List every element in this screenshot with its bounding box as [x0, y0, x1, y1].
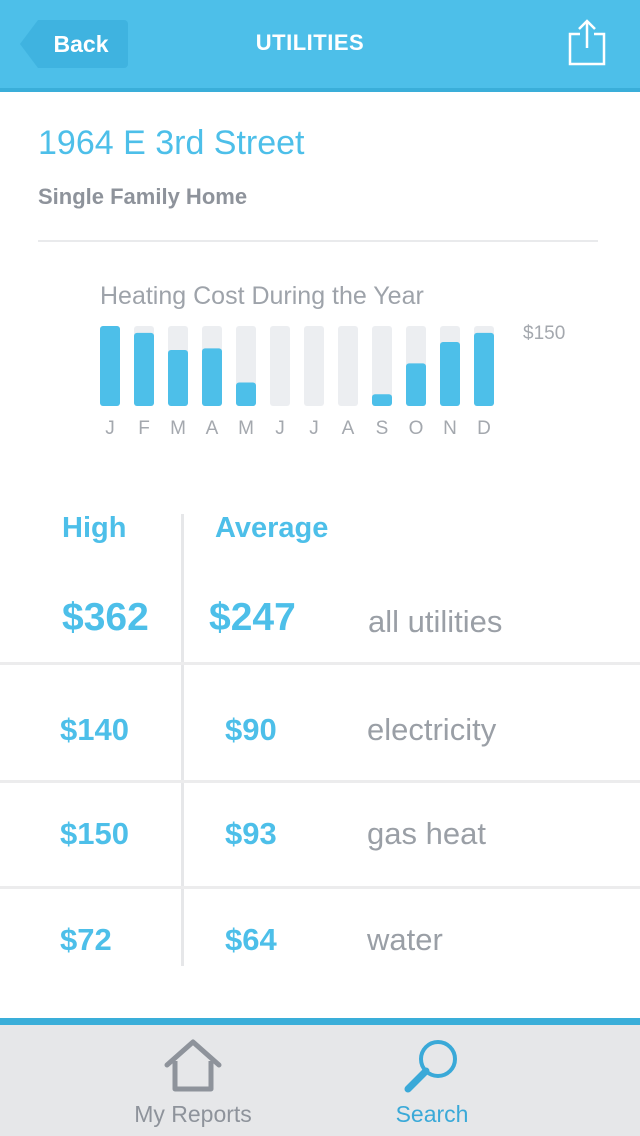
- chart-month-label: M: [238, 418, 254, 439]
- chart-bar: [406, 363, 426, 406]
- high-value: $72: [60, 922, 112, 957]
- chart-bar: [236, 382, 256, 406]
- chart-bar-track: [338, 326, 358, 406]
- chart-bar-track: [270, 326, 290, 406]
- chart-bar: [134, 332, 154, 406]
- chart-month-label: M: [170, 418, 186, 439]
- chart-bar-track: [372, 326, 392, 406]
- chart-bar: [474, 332, 494, 406]
- chart-title: Heating Cost During the Year: [100, 282, 424, 310]
- app-header: Back UTILITIES: [0, 0, 640, 92]
- nav-search[interactable]: Search: [272, 1025, 592, 1136]
- share-icon: [568, 19, 606, 66]
- average-value: $93: [225, 816, 277, 851]
- nav-search-label: Search: [395, 1101, 469, 1127]
- chart-month-label: A: [342, 418, 355, 439]
- nav-my-reports[interactable]: My Reports: [33, 1025, 353, 1136]
- chart-month-label: J: [105, 418, 115, 439]
- back-button[interactable]: Back: [20, 20, 128, 68]
- chart-month-label: J: [275, 418, 285, 439]
- utility-label: electricity: [367, 712, 497, 747]
- chart-month-label: S: [376, 418, 389, 439]
- utility-label: water: [367, 922, 443, 957]
- chart-month-label: J: [309, 418, 319, 439]
- chart-month-label: D: [477, 418, 491, 439]
- column-divider: [181, 514, 184, 966]
- chart-bar: [100, 326, 120, 406]
- average-value: $64: [225, 922, 277, 957]
- chart-bar: [202, 348, 222, 406]
- row-divider: [0, 662, 640, 665]
- chart-bar: [168, 350, 188, 406]
- house-icon: [164, 1039, 222, 1092]
- chart-month-label: F: [138, 418, 150, 439]
- nav-my-reports-label: My Reports: [134, 1101, 252, 1127]
- column-header-high: High: [62, 512, 127, 544]
- share-button[interactable]: [566, 18, 608, 68]
- total-label: all utilities: [368, 604, 503, 639]
- property-type: Single Family Home: [38, 184, 248, 209]
- utility-label: gas heat: [367, 816, 486, 851]
- divider: [38, 240, 598, 242]
- high-value: $140: [60, 712, 129, 747]
- row-divider: [0, 886, 640, 889]
- total-average-value: $247: [209, 596, 296, 639]
- chart-bar-track: [304, 326, 324, 406]
- column-header-average: Average: [215, 512, 329, 544]
- chart-max-label: $150: [523, 323, 566, 344]
- magnifier-icon: [404, 1040, 457, 1093]
- high-value: $150: [60, 816, 129, 851]
- average-value: $90: [225, 712, 277, 747]
- chart-month-label: N: [443, 418, 457, 439]
- chart-bar: [372, 394, 392, 406]
- total-high-value: $362: [62, 596, 149, 639]
- bottom-nav: My Reports Search: [0, 1018, 640, 1136]
- chart-month-label: O: [409, 418, 424, 439]
- chart-bar: [440, 342, 460, 406]
- page-title: UTILITIES: [255, 30, 365, 55]
- row-divider: [0, 780, 640, 783]
- chart-month-label: A: [206, 418, 219, 439]
- property-address: 1964 E 3rd Street: [38, 124, 305, 162]
